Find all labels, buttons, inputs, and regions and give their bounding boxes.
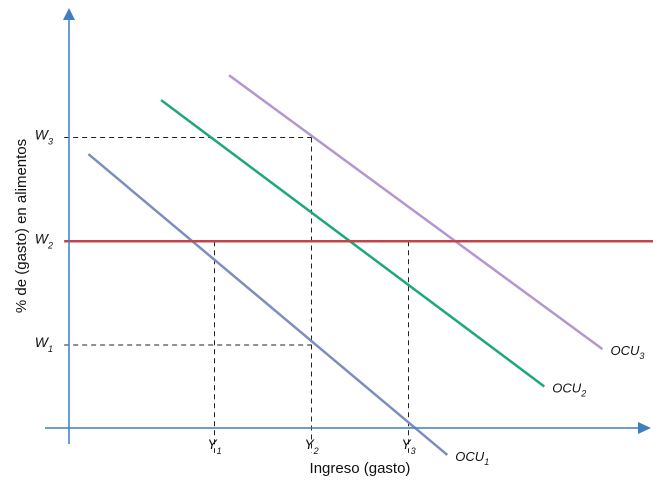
axes bbox=[45, 8, 651, 444]
series-label-1: OCU1 bbox=[455, 449, 489, 467]
guide-lines bbox=[64, 138, 408, 453]
series-line-2 bbox=[161, 100, 544, 386]
x-tick-label-2: Y2 bbox=[304, 436, 318, 456]
x-axis-arrowhead bbox=[638, 422, 651, 434]
y-tick-label-3: W3 bbox=[35, 127, 53, 147]
y-tick-label-2: W2 bbox=[35, 230, 53, 250]
series-line-1 bbox=[88, 154, 447, 455]
series-label-3: OCU3 bbox=[611, 343, 645, 361]
series-lines bbox=[64, 75, 653, 455]
y-axis-arrowhead bbox=[63, 8, 75, 20]
x-tick-label-1: Y1 bbox=[207, 436, 221, 456]
series-labels: OCU1 OCU2 OCU3 bbox=[455, 343, 644, 467]
x-axis-title: Ingreso (gasto) bbox=[310, 460, 411, 477]
y-tick-label-1: W1 bbox=[35, 334, 53, 354]
x-tick-label-3: Y3 bbox=[401, 436, 415, 456]
series-line-3 bbox=[229, 75, 602, 349]
y-axis-title: % de (gasto) en alimentos bbox=[13, 139, 30, 313]
tick-labels: Y1 Y2 Y3 W1 W2 W3 bbox=[35, 127, 416, 457]
series-label-2: OCU2 bbox=[552, 381, 586, 399]
